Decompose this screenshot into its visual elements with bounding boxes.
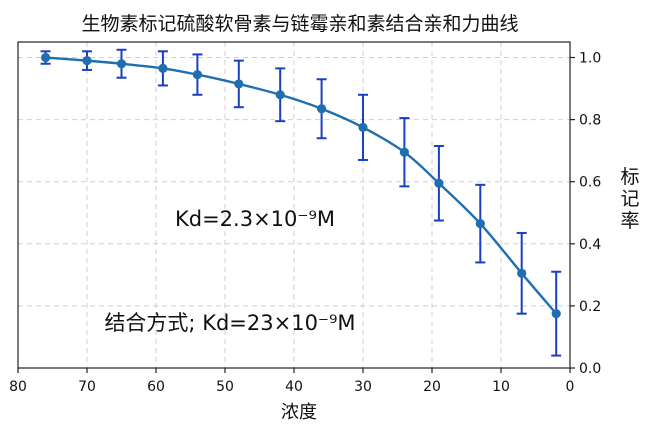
- y-tick-label: 0.2: [579, 299, 601, 315]
- tick-marks: [17, 56, 575, 373]
- data-point: [41, 52, 51, 63]
- data-point: [275, 90, 285, 100]
- data-point: [82, 56, 92, 66]
- data-point: [358, 122, 368, 132]
- y-tick-label: 0.0: [579, 361, 601, 377]
- data-point: [234, 79, 244, 89]
- data-point: [551, 309, 561, 319]
- annotation-kd: Kd=2.3×10⁻⁹M: [175, 207, 335, 231]
- data-point: [192, 70, 202, 80]
- x-tick-label: 20: [423, 379, 441, 395]
- data-point: [116, 59, 127, 69]
- x-tick-label: 70: [78, 379, 96, 395]
- tick-labels: 0 10 20 30 40 50 60 70 80 0.0 0.2 0.4 0.6 0.8 1.0: [9, 51, 601, 395]
- data-points: [41, 52, 561, 319]
- x-tick-label: 30: [354, 379, 372, 395]
- x-tick-label: 10: [492, 379, 510, 395]
- y-tick-label: 0.6: [579, 175, 601, 191]
- chart-title: 生物素标记硫酸软骨素与链霉亲和素结合亲和力曲线: [81, 13, 518, 35]
- y-axis-label-char: 率: [620, 210, 639, 232]
- annotation-binding-mode: 结合方式; Kd=23×10⁻⁹M: [104, 311, 355, 335]
- x-tick-label: 0: [566, 379, 575, 395]
- y-tick-label: 0.4: [579, 237, 601, 253]
- data-point: [399, 147, 409, 157]
- y-tick-label: 0.8: [579, 113, 601, 129]
- y-axis-label-char: 记: [620, 188, 639, 210]
- x-tick-label: 50: [216, 379, 234, 395]
- data-point: [434, 178, 444, 188]
- errorbars: [40, 48, 562, 357]
- data-point: [317, 104, 327, 114]
- x-tick-label: 40: [285, 379, 303, 395]
- x-axis-label: 浓度: [281, 402, 317, 423]
- grid: [17, 42, 571, 369]
- data-point: [517, 268, 527, 278]
- x-tick-label: 80: [9, 379, 27, 395]
- y-axis-label-char: 标: [620, 166, 639, 188]
- data-point: [475, 219, 485, 229]
- data-point: [158, 63, 168, 73]
- y-tick-label: 1.0: [579, 51, 601, 67]
- x-tick-label: 60: [147, 379, 165, 395]
- y-axis-label: 标记率: [620, 166, 639, 232]
